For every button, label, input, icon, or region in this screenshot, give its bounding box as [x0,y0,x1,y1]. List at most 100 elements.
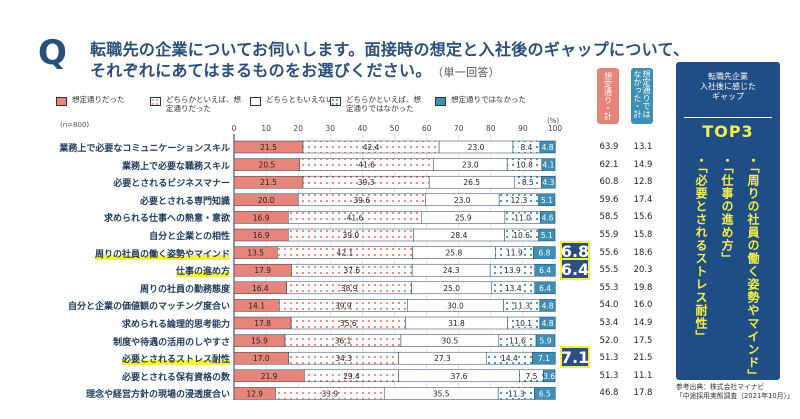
not-expected-total-value: 20.3 [633,265,653,276]
not-expected-total-value: 11.1 [633,370,653,381]
bar-segment [541,175,556,189]
top3-item-3: ・「必要とされるストレス耐性」 [694,154,708,343]
bar-value-label: 30.5 [442,337,459,346]
bar-value-label: 16.9 [253,231,270,240]
bar-value-label: 27.3 [434,354,451,363]
as-expected-total-value: 55.6 [599,247,619,258]
bar-value-label: 13.5 [247,249,264,258]
as-expected-total-value: 59.6 [599,194,619,205]
category-label: 求められる仕事への熱意・意欲 [103,214,230,225]
bar-label-backdrop [501,354,518,363]
bar-segment [534,263,556,277]
bar-value-label: 37.6 [343,266,360,275]
n-label: (n=800) [60,121,90,129]
bar-value-label: 4.8 [542,143,554,152]
top3-box: 転職先企業 入社後に感じた ギャップ TOP3 ・「周りの社員の働く姿勢やマインド」… [676,62,780,382]
category-label: 周りの社員の働く姿勢やマインド [94,246,230,260]
bar-value-label: 31.8 [448,319,465,328]
bar-segment [541,158,556,171]
bar-value-label: 11.3 [513,301,530,310]
top3-item-1: ・「周りの社員の働く姿勢やマインド」 [746,154,760,382]
top3-heading-line-3: ギャップ [712,92,744,101]
bars: 21.5 42.4 23.0 8.4 4.8 20.5 41.6 23.0 10.8 4.1 21.… [233,140,556,400]
category-label: 業務上で必要な職務スキル [121,161,230,172]
top3-item-2: ・「仕事の進め方」 [720,154,734,265]
not-expected-total-value: 14.9 [633,318,653,328]
x-tick-label: 0 [232,124,237,133]
q-mark: Q [38,33,67,73]
bar-label-backdrop [509,336,526,345]
not-expected-total-value: 17.4 [633,194,653,205]
bar-label-backdrop [505,283,522,292]
bar-value-label: 15.9 [251,337,268,346]
not-expected-total-value: 18.6 [633,247,653,258]
bar-value-label: 4.8 [542,301,554,310]
top3-heading-line-2: 入社後に感じた [700,82,756,91]
bar-value-label: 11.0 [514,213,531,222]
x-tick-label: 100 [548,124,563,133]
bar-value-label: 17.9 [254,266,271,275]
as-expected-total-value: 52.0 [599,335,619,346]
bar-value-label: 14.1 [248,301,265,310]
category-label: 求められる論理的思考能力 [121,320,230,330]
bar-value-label: 4.6 [542,213,554,222]
bar-value-label: 42.4 [363,143,380,152]
bar-segment [533,246,556,259]
legend-swatch [250,97,261,106]
category-label: 業務上で必要なコミュニケーションスキル [59,144,230,154]
bar-value-label: 41.6 [347,213,364,222]
bar-value-label: 24.3 [443,266,460,275]
bar-value-label: 39.0 [342,231,359,240]
bar-value-label: 6.8 [538,249,550,258]
bar-value-label: 39.9 [335,301,352,310]
bar-value-label: 7.5 [525,372,537,381]
bar-segment [538,228,556,242]
bar-value-label: 17.0 [253,354,270,363]
as-expected-total-value: 51.3 [599,353,619,364]
bar-value-label: 20.0 [258,196,275,205]
bar-value-label: 23.0 [454,196,471,205]
title-note: （単一回答） [437,66,500,79]
legend-label: どちらかといえば、想定通りではなかった [346,95,421,113]
bar-value-label: 16.9 [253,213,270,222]
bar-label-backdrop [513,231,530,239]
not-expected-total-value: 17.5 [633,335,653,346]
legend-swatch [150,97,161,106]
x-tick-label: 90 [518,124,528,133]
legend-label: 想定通りだった [72,95,125,104]
bar-value-label: 6.4 [539,266,551,275]
x-tick-label: 30 [326,124,336,133]
not-expected-total-value: 12.8 [633,177,653,188]
bar-value-label: 37.6 [451,372,468,381]
bar-segment [543,369,556,383]
gap-badge: 7.1 [560,346,590,369]
as-expected-total-value: 51.3 [599,370,619,381]
bar-label-backdrop [518,143,535,151]
top3-heading-line-1: 転職先企業 [708,72,748,81]
bar-segment [534,281,556,295]
as-expected-total-value: 54.0 [599,300,619,311]
bar-value-label: 13.4 [505,284,522,293]
x-tick-label: 40 [358,124,368,133]
bar-label-backdrop [523,371,540,380]
column-head-as-expected: 想定通り・計 [597,68,619,124]
not-expected-total-value: 21.5 [633,353,653,364]
bar-value-label: 28.4 [451,231,468,240]
bar-segment [532,351,556,365]
bar-value-label: 30.0 [447,301,464,310]
bar-value-label: 14.4 [501,354,518,363]
not-expected-total-value: 17.8 [633,388,653,399]
x-tick-label: 50 [390,124,400,133]
source-line-1: 参考出典：株式会社マイナビ [676,383,765,391]
bar-value-label: 25.0 [443,284,460,293]
bar-value-label: 8.5 [522,178,534,187]
legend-swatch [435,97,446,106]
bar-segment [535,334,556,347]
title-line-1: 転職先の企業についてお伺いします。面接時の想定と入社後のギャップについて、 [90,40,690,59]
source-line-2: 「中途採用実態調査（2021年10月）」 [676,392,794,400]
x-unit-label: (%) [547,117,559,125]
bar-value-label: 21.5 [260,143,277,152]
bar-value-label: 33.9 [321,389,338,398]
bar-value-label: 11.3 [508,389,525,398]
bar-label-backdrop [515,319,532,327]
